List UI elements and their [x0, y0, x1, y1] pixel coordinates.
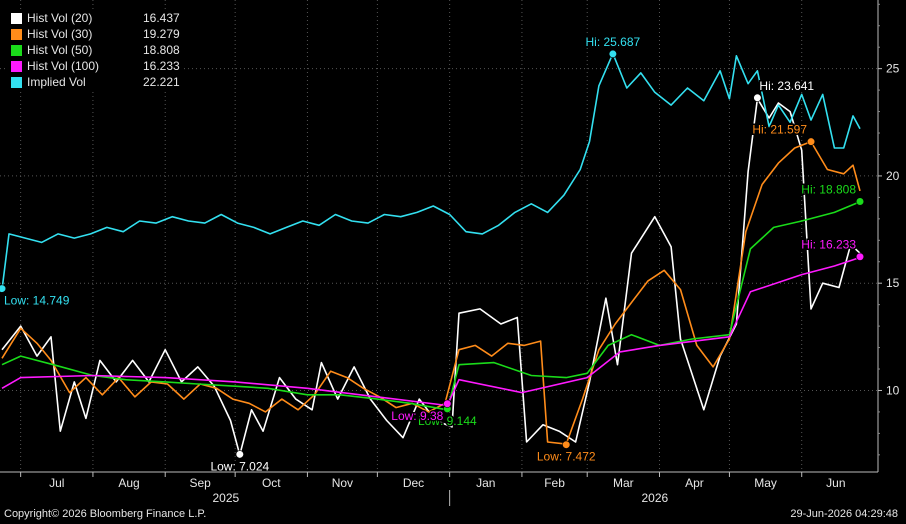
grid-lines [0, 0, 878, 472]
x-tick-label: Dec [403, 476, 424, 490]
annotation-marker [608, 49, 617, 59]
y-tick-label: 20 [886, 169, 900, 183]
legend-swatch [10, 27, 23, 41]
legend-label: Hist Vol (30) [27, 27, 93, 41]
annotation-label: Low: 9.144 [418, 414, 477, 428]
x-tick-label: Jan [476, 476, 495, 490]
x-tick-label: May [754, 476, 777, 490]
series-line-hist-vol-20 [1, 97, 861, 456]
annotation-marker [562, 440, 571, 449]
series-line-hist-vol-30 [1, 140, 861, 445]
x-tick-label: Aug [118, 476, 139, 490]
legend-item-implied-vol[interactable]: Implied Vol 22.221 [10, 74, 180, 90]
x-tick-label: Mar [613, 476, 634, 490]
copyright-text: Copyright© 2026 Bloomberg Finance L.P. [4, 508, 207, 520]
annotation-label: Low: 14.749 [4, 294, 70, 308]
annotation-marker [855, 252, 865, 261]
legend-label: Hist Vol (20) [27, 11, 93, 25]
series-lines [1, 52, 861, 456]
legend-label: Hist Vol (50) [27, 43, 93, 57]
legend-value: 16.233 [143, 59, 180, 73]
annotation-label: Low: 7.024 [210, 459, 269, 473]
x-tick-label: Oct [262, 476, 281, 490]
series-line-hist-vol-50 [1, 200, 861, 411]
legend-item-hist-vol-20[interactable]: Hist Vol (20) 16.437 [10, 10, 180, 26]
annotation-label: Hi: 18.808 [801, 183, 856, 197]
annotation-label: Low: 7.472 [537, 450, 596, 464]
series-line-hist-vol-100 [1, 256, 861, 407]
annotations: Hi: 25.687 Low: 14.749 Hi: 23.641 Low: 7.02… [0, 33, 865, 475]
legend-item-hist-vol-50[interactable]: Hist Vol (50) 18.808 [10, 42, 180, 58]
annotation-label: Hi: 16.233 [801, 238, 856, 252]
annotation-label: Low: 9.38 [391, 409, 443, 423]
y-tick-label: 25 [886, 62, 900, 76]
annotation-marker [806, 137, 816, 146]
annotation-marker [235, 450, 244, 459]
x-year-label: 2026 [641, 491, 668, 505]
legend-item-hist-vol-30[interactable]: Hist Vol (30) 19.279 [10, 26, 180, 42]
legend-label: Hist Vol (100) [27, 59, 100, 73]
legend-value: 22.221 [143, 75, 180, 89]
annotation-marker [443, 399, 452, 408]
x-year-label: 2025 [212, 491, 239, 505]
annotation-label: Hi: 21.597 [752, 123, 807, 137]
annotation-marker [855, 197, 865, 206]
annotation-marker [753, 93, 762, 102]
legend-value: 18.808 [143, 43, 180, 57]
legend: Hist Vol (20) 16.437 Hist Vol (30) 19.27… [6, 10, 184, 92]
x-tick-label: Nov [332, 476, 353, 490]
x-tick-label: Jun [826, 476, 845, 490]
x-tick-label: Feb [544, 476, 565, 490]
annotation-marker [0, 284, 7, 293]
legend-item-hist-vol-100[interactable]: Hist Vol (100) 16.233 [10, 58, 180, 74]
legend-swatch [10, 11, 23, 25]
legend-label: Implied Vol [27, 75, 86, 89]
legend-value: 19.279 [143, 27, 180, 41]
legend-swatch [10, 75, 23, 89]
timestamp-text: 29-Jun-2026 04:29:48 [790, 508, 898, 520]
legend-swatch [10, 59, 23, 73]
annotation-label: Hi: 25.687 [586, 35, 641, 49]
y-tick-label: 10 [886, 383, 900, 397]
y-tick-label: 15 [886, 276, 900, 290]
x-tick-label: Jul [49, 476, 64, 490]
x-tick-label: Apr [685, 476, 704, 490]
annotation-label: Hi: 23.641 [759, 79, 814, 93]
x-tick-label: Sep [189, 476, 211, 490]
series-line-implied-vol [1, 52, 861, 290]
legend-swatch [10, 43, 23, 57]
legend-value: 16.437 [143, 11, 180, 25]
